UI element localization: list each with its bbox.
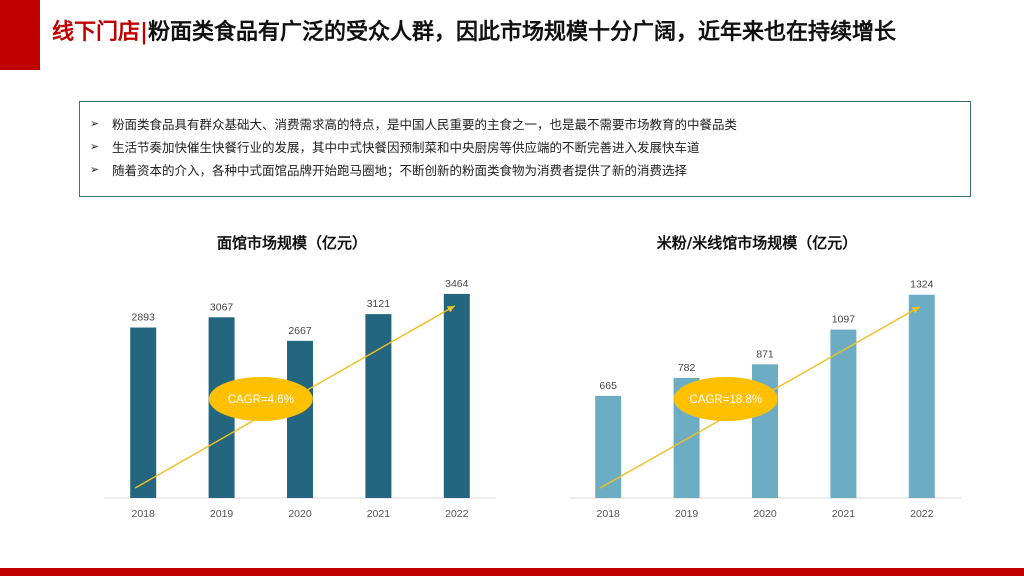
bullet-text: 随着资本的介入，各种中式面馆品牌开始跑马圈地；不断创新的粉面类食物为消费者提供了… [112, 163, 688, 178]
data-label: 871 [756, 348, 774, 360]
bullet-item: ➢ 粉面类食品具有群众基础大、消费需求高的特点，是中国人民重要的主食之一，也是最… [90, 112, 970, 135]
header-accent-bar [0, 0, 40, 70]
x-tick-label: 2019 [675, 508, 699, 520]
x-tick-label: 2022 [910, 508, 934, 520]
data-label: 1324 [910, 279, 934, 291]
x-tick-label: 2021 [832, 508, 856, 520]
data-label: 3464 [445, 278, 469, 290]
x-tick-label: 2018 [132, 508, 156, 520]
data-label: 2667 [288, 325, 312, 337]
data-label: 782 [678, 362, 696, 374]
footer-accent-bar [0, 568, 1024, 576]
title-text: 粉面类食品有广泛的受众人群，因此市场规模十分广阔，近年来也在持续增长 [148, 19, 897, 45]
bar [595, 395, 622, 498]
chart-title-noodle: 面馆市场规模（亿元） [216, 234, 367, 252]
x-tick-label: 2018 [597, 508, 621, 520]
arrow-bullet-icon: ➢ [90, 163, 100, 176]
bar [443, 293, 470, 498]
chart-title-rice-noodle: 米粉/米线馆市场规模（亿元） [656, 234, 858, 252]
arrow-bullet-icon: ➢ [90, 117, 100, 130]
bar [287, 340, 313, 498]
data-label: 1097 [832, 314, 856, 326]
bar [908, 294, 935, 498]
rice-noodle-market-chart: 665 2018 782 2019 871 2020 1097 2021 1324 2022 CAG… [569, 279, 961, 520]
x-tick-label: 2021 [367, 508, 391, 520]
arrow-bullet-icon: ➢ [90, 140, 100, 153]
bullet-item: ➢ 生活节奏加快催生快餐行业的发展，其中中式快餐因预制菜和中央厨房等供应端的不断… [90, 135, 970, 158]
x-tick-label: 2022 [445, 508, 469, 520]
data-label: 665 [599, 380, 617, 392]
data-label: 2893 [132, 312, 156, 324]
trend-arrow-head [446, 305, 455, 313]
trend-arrow-head [911, 306, 920, 314]
title-prefix: 线下门店 [52, 19, 141, 45]
summary-box: ➢ 粉面类食品具有群众基础大、消费需求高的特点，是中国人民重要的主食之一，也是最… [79, 101, 971, 197]
page-title: 线下门店|粉面类食品有广泛的受众人群，因此市场规模十分广阔，近年来也在持续增长 [52, 18, 992, 46]
bar [830, 329, 857, 498]
cagr-ellipse [673, 377, 778, 421]
bar [130, 327, 157, 498]
x-tick-label: 2020 [288, 508, 312, 520]
data-label: 3121 [367, 298, 391, 310]
x-tick-label: 2020 [753, 508, 777, 520]
cagr-label: CAGR=4.6% [228, 394, 294, 406]
title-separator: | [140, 19, 149, 45]
cagr-ellipse [208, 377, 313, 421]
noodle-market-chart: 2893 2018 3067 2019 2667 2020 3121 2021 3464 2022… [104, 278, 496, 520]
bullet-item: ➢ 随着资本的介入，各种中式面馆品牌开始跑马圈地；不断创新的粉面类食物为消费者提… [90, 158, 970, 181]
cagr-label: CAGR=18.8% [690, 394, 763, 406]
bullet-text: 粉面类食品具有群众基础大、消费需求高的特点，是中国人民重要的主食之一，也是最不需… [112, 117, 738, 132]
data-label: 3067 [210, 301, 234, 313]
bullet-text: 生活节奏加快催生快餐行业的发展，其中中式快餐因预制菜和中央厨房等供应端的不断完善… [112, 140, 700, 155]
x-tick-label: 2019 [210, 508, 234, 520]
bar [365, 314, 392, 498]
